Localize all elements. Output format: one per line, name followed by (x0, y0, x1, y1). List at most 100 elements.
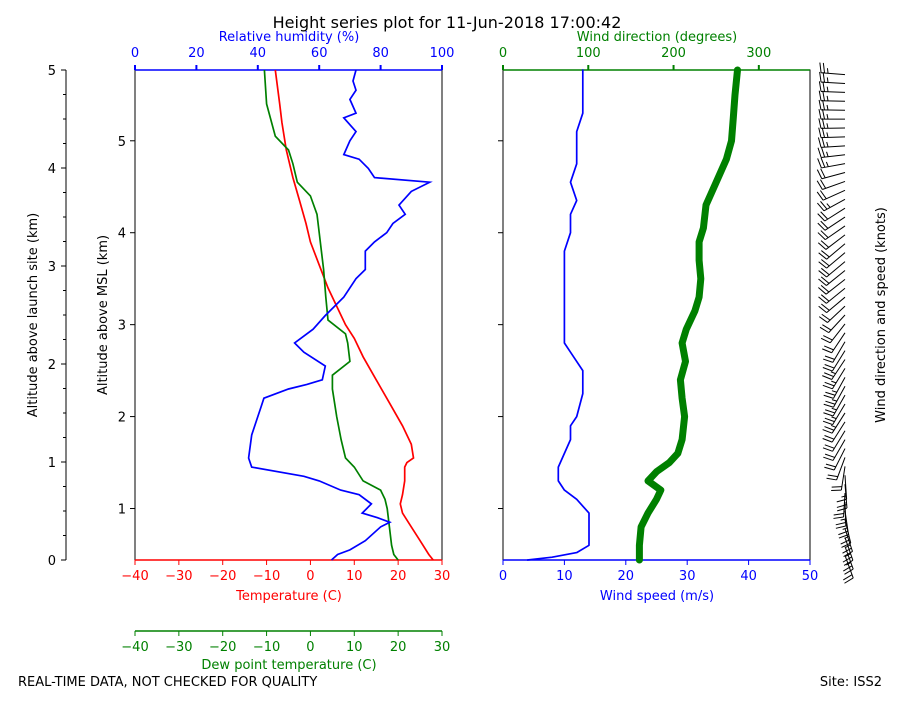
wind-direction-tick-label: 0 (499, 46, 507, 61)
barb-half-flag (831, 417, 836, 419)
barb-shaft (821, 82, 845, 83)
wind-barb (824, 377, 845, 398)
barb-flag (823, 91, 825, 101)
barb-flag (823, 336, 832, 341)
barb-half-flag (827, 87, 828, 92)
barb-half-flag (827, 114, 828, 119)
barb-flag (825, 410, 835, 413)
wind-barb (818, 158, 845, 168)
barb-flag (822, 128, 824, 138)
barb-shaft (821, 164, 845, 168)
humidity-tick-label: 60 (311, 46, 328, 61)
wind-barbs (817, 63, 853, 584)
barb-flag (822, 147, 825, 157)
wind-direction-tick-label: 300 (746, 46, 771, 61)
temperature-tick-label: −10 (253, 569, 280, 584)
barb-shaft (833, 386, 845, 407)
msl-ytick-label: 3 (118, 319, 126, 334)
barb-flag (819, 118, 821, 128)
barb-flag (823, 100, 825, 110)
wind-altitude-axis (498, 141, 503, 509)
barb-shaft (827, 244, 845, 259)
barb-flag (823, 421, 833, 424)
barb-half-flag (827, 152, 829, 157)
barb-half-flag (827, 204, 830, 208)
barb-flag (825, 401, 835, 404)
barb-shaft (833, 342, 845, 363)
outer-ytick-label: 3 (48, 260, 56, 275)
wind-speed-line (528, 70, 589, 560)
barb-flag (823, 359, 833, 362)
barb-flag (821, 338, 830, 343)
barb-shaft (823, 190, 845, 200)
barb-flag (826, 464, 836, 467)
barb-flag (821, 169, 826, 178)
barb-flag (824, 373, 833, 377)
barb-shaft (826, 270, 845, 285)
temperature-tick-label: −40 (121, 569, 148, 584)
wind-barb (823, 342, 845, 363)
wind-direction-xlabel: Wind direction (degrees) (577, 30, 737, 45)
barb-flag (824, 395, 834, 398)
temperature-tick-label: 0 (306, 569, 314, 584)
barb-shaft (832, 368, 845, 388)
barb-shaft (833, 377, 845, 398)
barb-flag (825, 382, 835, 386)
wind-barb (817, 180, 845, 190)
barb-flag (817, 170, 822, 179)
wind-barb (817, 169, 845, 179)
wind-speed-tick-label: 50 (802, 569, 819, 584)
barb-flag (833, 517, 843, 518)
barb-flag (819, 128, 821, 138)
barb-shaft (827, 297, 845, 312)
dewpoint-tick-label: −20 (209, 640, 236, 655)
wind-barb (819, 128, 845, 138)
barb-half-flag (831, 372, 836, 374)
wind-barb (823, 422, 845, 442)
barb-shaft (824, 199, 845, 211)
barb-shaft (833, 440, 845, 461)
outer-ylabel: Altitude above launch site (km) (26, 213, 41, 417)
wind-speed-xlabel: Wind speed (m/s) (600, 589, 714, 604)
barb-shaft (829, 315, 845, 333)
barb-flag (825, 445, 835, 448)
wind-barb (823, 440, 845, 461)
dewpoint-tick-label: −10 (253, 640, 280, 655)
dewpoint-tick-label: 0 (306, 640, 314, 655)
barb-flag (822, 349, 831, 353)
barb-shaft (822, 173, 845, 179)
humidity-tick-label: 20 (188, 46, 205, 61)
outer-ytick-label: 5 (48, 64, 56, 79)
wind-barb (818, 208, 845, 221)
temperature-tick-label: −20 (209, 569, 236, 584)
barb-shaft (821, 91, 845, 92)
wind-direction-tick-label: 100 (576, 46, 601, 61)
barb-flag (823, 430, 833, 434)
dewpoint-xlabel: Dew point temperature (C) (201, 658, 376, 673)
barb-flag (823, 438, 833, 442)
barb-flag (819, 100, 821, 110)
barb-shaft (833, 431, 845, 452)
barb-flag (824, 346, 833, 350)
barb-half-flag (832, 391, 837, 393)
barb-half-flag (827, 105, 828, 110)
wind-barb (823, 368, 845, 388)
barb-half-flag (827, 68, 828, 73)
barb-flag (825, 436, 835, 440)
barbs-ylabel: Wind direction and speed (knots) (874, 207, 889, 423)
humidity-xlabel: Relative humidity (%) (219, 30, 360, 45)
quality-note: REAL-TIME DATA, NOT CHECKED FOR QUALITY (18, 675, 317, 690)
site-label: Site: ISS2 (820, 675, 882, 690)
wind-barb (822, 333, 845, 353)
barb-flag (823, 385, 833, 389)
barb-flag (822, 109, 824, 119)
barb-flag (818, 138, 821, 148)
temperature-tick-label: −30 (165, 569, 192, 584)
wind-speed-tick-label: 20 (618, 569, 635, 584)
barb-half-flag (827, 96, 828, 101)
